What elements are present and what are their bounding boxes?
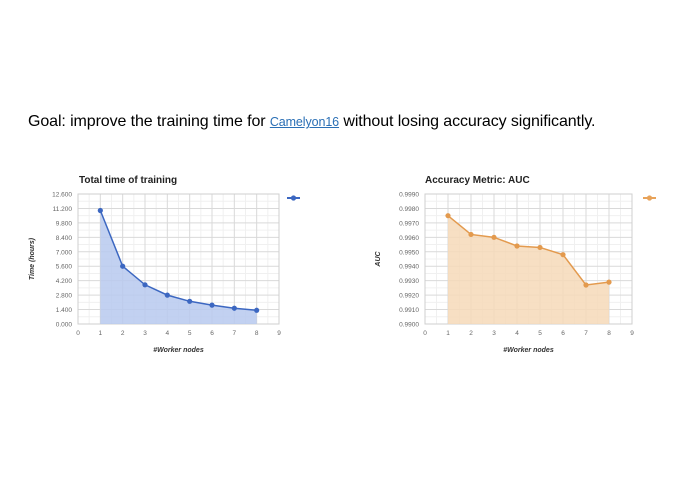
data-point (583, 282, 589, 288)
data-point (560, 252, 566, 258)
y-tick-label: 1.400 (56, 307, 73, 314)
x-tick-label: 4 (166, 330, 170, 337)
y-tick-label: 11.200 (53, 206, 73, 213)
y-tick-label: 2.800 (56, 293, 73, 300)
x-tick-label: 2 (469, 330, 473, 337)
y-tick-label: 0.9930 (399, 278, 419, 285)
data-point (537, 244, 543, 251)
goal-suffix: without losing accuracy significantly. (339, 113, 596, 130)
x-tick-label: 5 (188, 330, 192, 337)
y-tick-label: 7.000 (56, 249, 73, 256)
data-point (445, 213, 451, 219)
x-tick-label: 1 (446, 330, 450, 337)
data-point (97, 207, 103, 214)
auc-chart: Accuracy Metric: AUC 0.9900 0.9910 0.9920 0.… (375, 175, 656, 354)
legend (287, 195, 300, 201)
y-tick-label: 5.600 (56, 264, 73, 271)
y-tick-label: 0.9960 (399, 235, 419, 242)
chart-title: Total time of training (79, 175, 177, 186)
x-tick-label: 3 (492, 330, 496, 337)
data-point (231, 305, 237, 311)
y-tick-label: 0.9910 (399, 307, 419, 314)
x-tick-label: 7 (233, 330, 237, 337)
y-tick-label: 8.400 (56, 235, 73, 242)
y-tick-label: 0.000 (56, 322, 73, 329)
legend-marker-icon (646, 195, 653, 201)
x-tick-label: 9 (630, 330, 634, 337)
y-axis-title: AUC (375, 250, 382, 267)
data-point (120, 263, 126, 269)
data-line (99, 210, 257, 312)
x-tick-label: 8 (607, 330, 611, 337)
x-tick-label: 6 (561, 330, 565, 337)
training-time-chart: Total time of training 0.000 1.400 2.800 4.2… (29, 175, 300, 354)
y-tick-label: 0.9940 (399, 264, 419, 271)
data-point (491, 234, 497, 240)
data-point (468, 231, 474, 238)
x-tick-label: 8 (255, 330, 259, 337)
x-tick-label: 1 (99, 330, 103, 337)
y-tick-label: 0.9900 (399, 322, 419, 329)
goal-prefix: Goal: improve the training time for (28, 113, 270, 130)
y-tick-label: 0.9970 (399, 220, 419, 227)
data-point (209, 302, 215, 308)
data-point (254, 307, 260, 313)
y-tick-label: 12.600 (52, 192, 72, 199)
x-tick-label: 4 (515, 330, 519, 337)
data-point (142, 282, 148, 288)
area-fill (100, 210, 257, 324)
data-point (187, 298, 193, 304)
legend-marker-icon (290, 195, 297, 201)
y-tick-label: 4.200 (56, 278, 73, 285)
x-tick-label: 9 (277, 330, 281, 337)
y-tick-label: 0.9990 (399, 192, 419, 199)
y-tick-label: 0.9980 (399, 206, 419, 213)
x-tick-label: 5 (538, 330, 542, 337)
data-line (447, 215, 610, 286)
y-tick-label: 0.9920 (399, 293, 419, 300)
x-tick-label: 0 (76, 330, 80, 337)
data-point (164, 292, 170, 298)
y-tick-label: 9.800 (56, 220, 73, 227)
data-point (514, 243, 520, 249)
x-tick-label: 2 (121, 330, 125, 337)
x-axis-title: #Worker nodes (153, 347, 204, 354)
camelyon16-link[interactable]: Camelyon16 (269, 115, 340, 129)
y-axis-title: Time (hours) (29, 237, 36, 280)
data-point (606, 279, 612, 285)
legend (643, 195, 656, 201)
x-axis-title: #Worker nodes (503, 347, 554, 354)
x-tick-label: 7 (584, 330, 588, 337)
goal-statement: Goal: improve the training time for Came… (28, 113, 596, 131)
x-tick-label: 0 (423, 330, 427, 337)
x-tick-label: 6 (210, 330, 214, 337)
y-tick-label: 0.9950 (399, 249, 419, 256)
x-tick-label: 3 (143, 330, 147, 337)
area-fill (448, 215, 609, 324)
chart-title: Accuracy Metric: AUC (425, 175, 530, 186)
